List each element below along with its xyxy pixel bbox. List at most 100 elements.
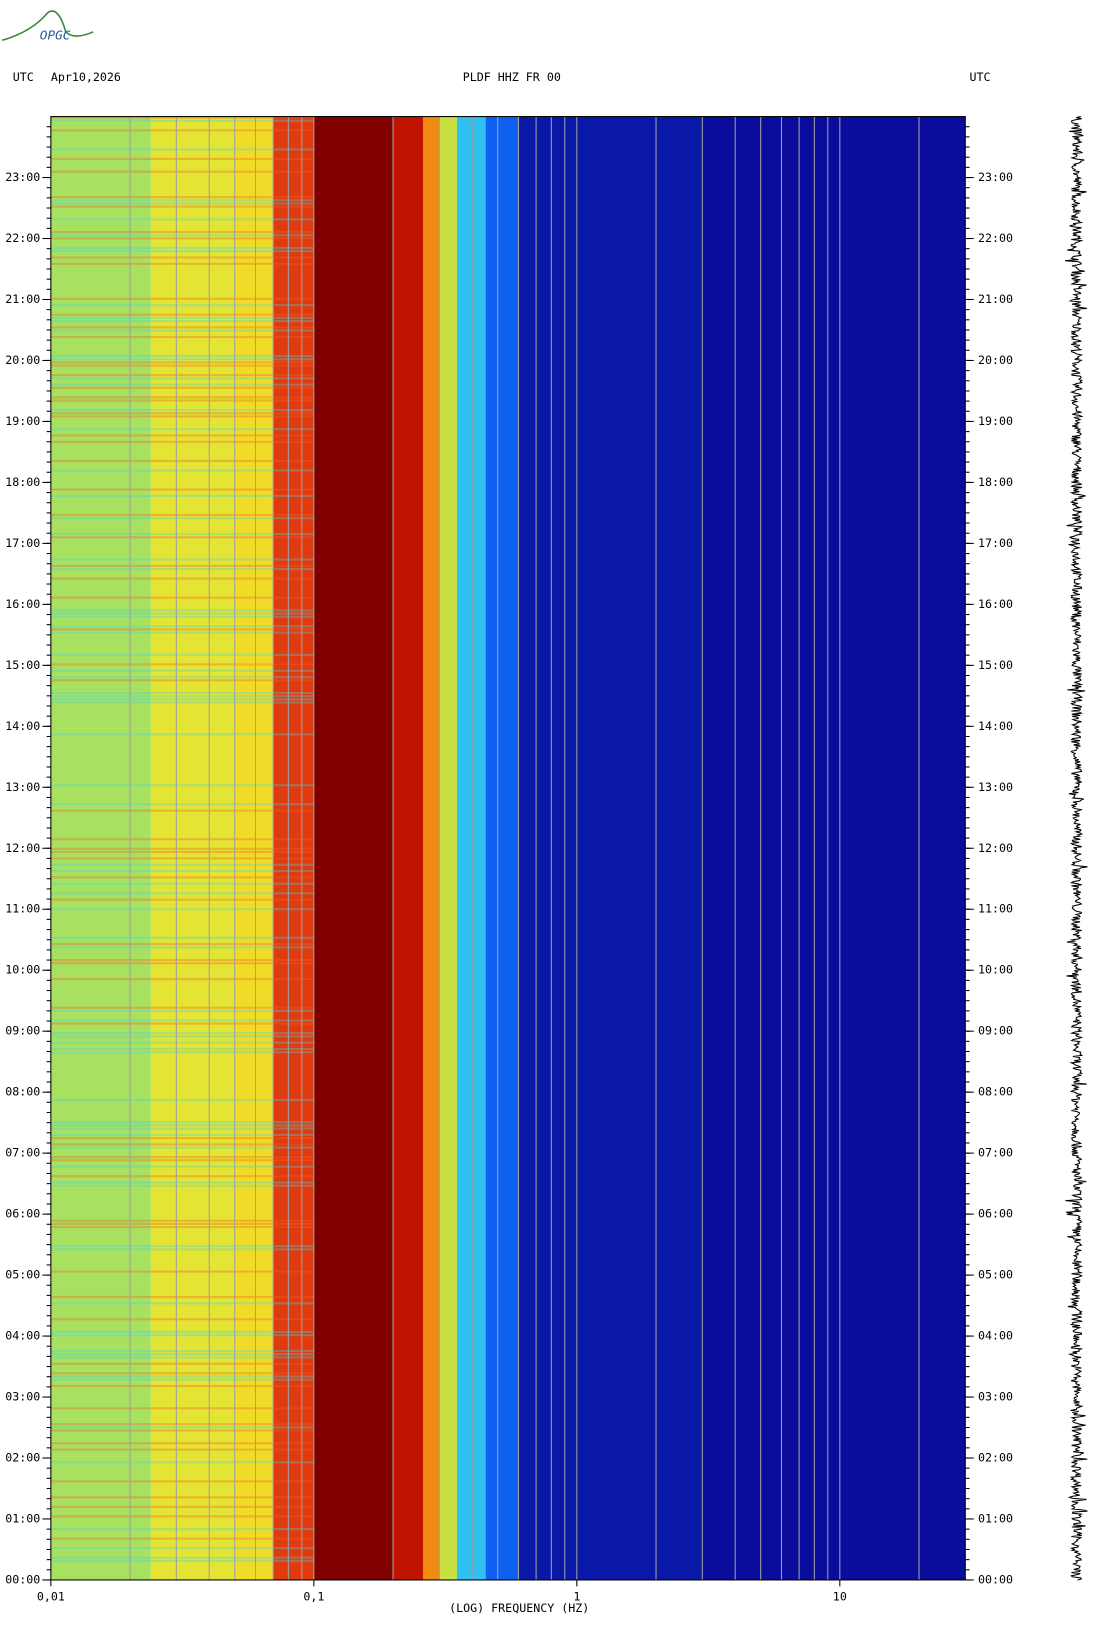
texture [50, 1353, 314, 1356]
texture [50, 199, 314, 202]
texture [50, 428, 314, 431]
x-tick-label: 10 [833, 1589, 847, 1603]
texture [50, 803, 314, 806]
texture [50, 329, 314, 332]
texture [50, 698, 314, 701]
texture [50, 1295, 314, 1299]
texture [50, 1372, 314, 1375]
texture [50, 1423, 314, 1426]
texture [50, 364, 314, 367]
y-tick-label-right: 13:00 [978, 780, 1013, 794]
texture [50, 596, 314, 599]
texture [50, 838, 314, 841]
texture [50, 863, 314, 866]
y-tick-label-right: 22:00 [978, 231, 1013, 245]
texture [50, 1219, 314, 1222]
texture [50, 196, 314, 199]
spectrogram-band [313, 116, 394, 1580]
texture [50, 936, 314, 939]
y-tick-label-left: 23:00 [5, 170, 40, 184]
y-tick-label-left: 20:00 [5, 353, 40, 367]
texture [50, 1248, 314, 1251]
texture [50, 669, 314, 672]
texture [50, 409, 314, 412]
texture [50, 564, 314, 567]
texture [50, 1442, 314, 1445]
texture [50, 1461, 314, 1464]
y-tick-label-right: 21:00 [978, 292, 1013, 306]
texture [50, 326, 314, 329]
y-tick-label-left: 04:00 [5, 1329, 40, 1343]
spectrogram-band [273, 116, 314, 1580]
texture [50, 297, 314, 300]
right-label: UTC [970, 70, 991, 84]
texture [50, 237, 314, 240]
texture [50, 1334, 314, 1337]
spectrogram-band [393, 116, 423, 1580]
texture [50, 558, 314, 561]
texture [50, 440, 314, 443]
texture [50, 567, 314, 571]
y-tick-label-right: 23:00 [978, 170, 1013, 184]
texture [50, 119, 314, 122]
y-tick-label-left: 05:00 [5, 1268, 40, 1282]
texture [50, 1181, 314, 1184]
texture [50, 1375, 314, 1378]
texture [50, 218, 314, 221]
plot: 0,01 0,1 1 10 00:00 00:00 01:00 01:00 02:00 02:00… [5, 116, 1013, 1603]
texture [50, 1041, 314, 1044]
texture [50, 1302, 314, 1305]
texture [50, 383, 314, 386]
texture [50, 1009, 314, 1012]
texture [50, 1378, 314, 1381]
y-tick-label-left: 14:00 [5, 719, 40, 733]
texture [50, 533, 314, 536]
texture [50, 628, 314, 631]
texture [50, 876, 314, 879]
spectrogram-band [702, 116, 966, 1580]
texture [50, 946, 314, 949]
spectrogram-band [50, 116, 151, 1580]
texture [50, 1356, 314, 1359]
texture [50, 536, 314, 539]
texture [50, 250, 314, 253]
texture [50, 1124, 314, 1127]
texture [50, 653, 314, 656]
spectrogram-band [439, 116, 457, 1580]
y-tick-label-right: 08:00 [978, 1085, 1013, 1099]
texture [50, 1137, 314, 1140]
texture [50, 908, 314, 911]
y-tick-label-left: 17:00 [5, 536, 40, 550]
texture [50, 850, 314, 854]
spectrogram-band [150, 116, 235, 1580]
texture [50, 609, 314, 612]
texture [50, 1270, 314, 1273]
texture [50, 231, 314, 234]
logo-arc [1, 10, 94, 42]
texture [50, 469, 314, 472]
texture [50, 354, 314, 358]
y-tick-label-left: 13:00 [5, 780, 40, 794]
y-tick-label-right: 07:00 [978, 1146, 1013, 1160]
texture [50, 148, 314, 151]
date: Apr10,2026 [51, 70, 121, 84]
texture [50, 1156, 314, 1159]
texture [50, 1537, 314, 1540]
y-tick-label-left: 18:00 [5, 475, 40, 489]
y-tick-label-right: 01:00 [978, 1511, 1013, 1525]
texture [50, 358, 314, 361]
texture [50, 517, 314, 520]
texture [50, 1146, 314, 1149]
texture [50, 679, 314, 682]
texture [50, 612, 314, 615]
y-tick-label-left: 19:00 [5, 414, 40, 428]
texture [50, 691, 314, 695]
y-tick-label-left: 08:00 [5, 1085, 40, 1099]
texture [50, 892, 314, 895]
y-tick-label-left: 09:00 [5, 1024, 40, 1038]
texture [50, 1496, 314, 1499]
y-tick-label-right: 12:00 [978, 841, 1013, 855]
texture [50, 1245, 314, 1248]
x-tick-label: 0,01 [37, 1589, 65, 1603]
texture [50, 1350, 314, 1353]
